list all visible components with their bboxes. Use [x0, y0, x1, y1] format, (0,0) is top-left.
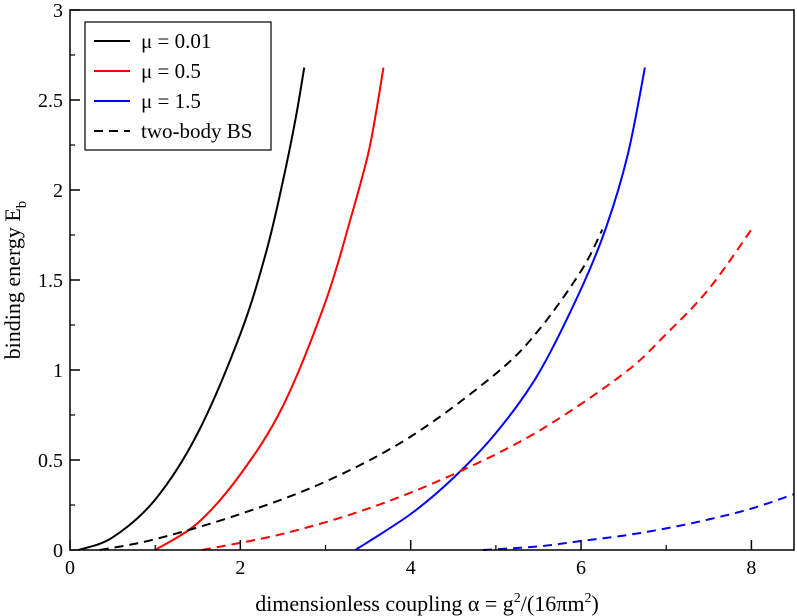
series-line-2 — [354, 67, 646, 551]
x-axis-label: dimensionless coupling α = g2/(16πm2) — [255, 591, 599, 616]
legend: μ = 0.01 μ = 0.5 μ = 1.5 two-body BS — [84, 21, 272, 151]
x-tick-label: 2 — [235, 557, 245, 579]
y-tick-label: 1 — [53, 360, 63, 382]
legend-label-mu-0.5: μ = 0.5 — [141, 59, 201, 83]
series-layer — [78, 67, 795, 551]
series-line-0 — [78, 67, 306, 551]
y-tick-label: 3 — [53, 0, 63, 22]
plot-frame — [69, 9, 795, 551]
ticks-layer: 0 2 4 6 8 0 0.5 1 1.5 2 2.5 3 — [38, 0, 756, 579]
y-tick-label: 2.5 — [38, 90, 63, 112]
x-tick-label: 8 — [746, 557, 756, 579]
x-tick-label: 6 — [576, 557, 586, 579]
y-tick-label: 1.5 — [38, 270, 63, 292]
x-tick-label: 0 — [65, 557, 75, 579]
series-line-1 — [154, 67, 385, 551]
legend-label-mu-1.5: μ = 1.5 — [141, 89, 201, 113]
legend-label-mu-0.01: μ = 0.01 — [141, 29, 211, 53]
y-tick-label: 2 — [53, 180, 63, 202]
y-tick-label: 0 — [53, 540, 63, 562]
legend-box — [84, 21, 272, 151]
legend-label-two-body: two-body BS — [141, 119, 252, 143]
y-axis-label: binding energy Eb — [0, 201, 30, 360]
series-line-4 — [201, 229, 753, 551]
y-tick-label: 0.5 — [38, 450, 63, 472]
series-line-3 — [99, 229, 604, 551]
x-tick-label: 4 — [406, 557, 416, 579]
